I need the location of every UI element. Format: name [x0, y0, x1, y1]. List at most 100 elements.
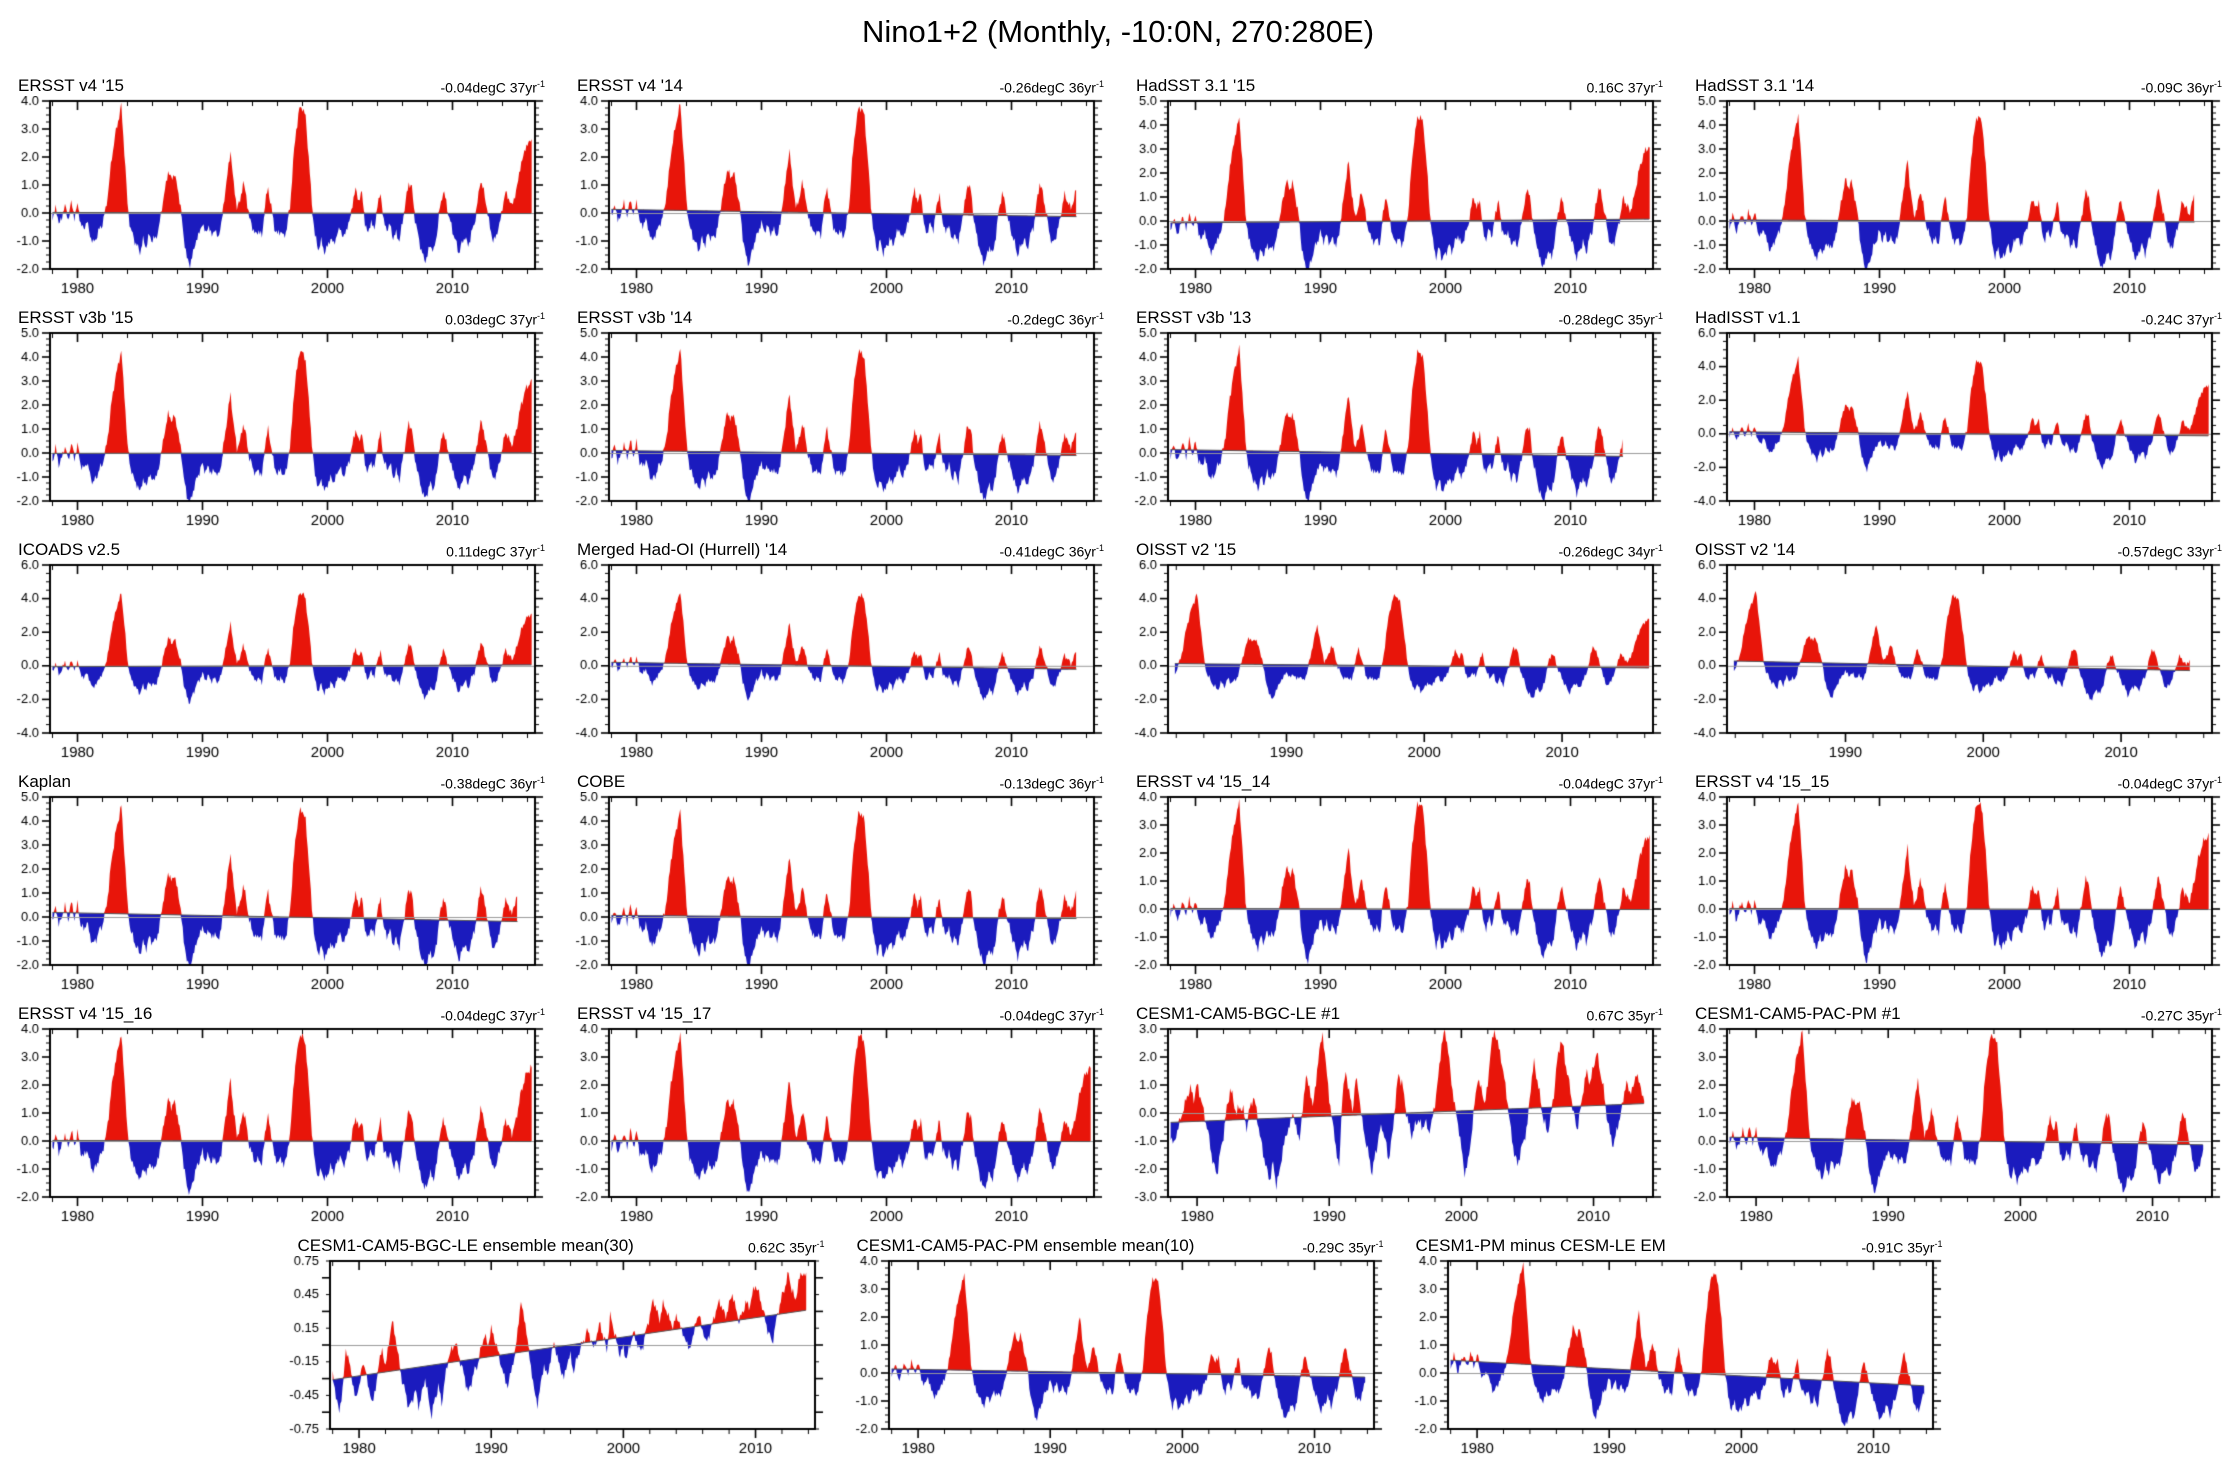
chart-plot	[1118, 1024, 1677, 1230]
chart-header: OISST v2 '15 -0.26degC 34yr-1	[1118, 534, 1677, 560]
trend-exponent: -1	[1095, 543, 1104, 554]
chart-trend-label: -0.26degC 36yr-1	[999, 79, 1104, 96]
chart-header: ERSST v4 '14 -0.26degC 36yr-1	[559, 70, 1118, 96]
chart-title: CESM1-CAM5-PAC-PM ensemble mean(10)	[856, 1236, 1195, 1255]
chart-panel: Kaplan -0.38degC 36yr-1	[0, 766, 559, 998]
chart-panel: OISST v2 '14 -0.57degC 33yr-1	[1677, 534, 2236, 766]
trend-exponent: -1	[1095, 311, 1104, 322]
trend-exponent: -1	[1654, 79, 1663, 90]
chart-plot	[1677, 792, 2236, 998]
chart-trend-label: -0.29C 35yr-1	[1302, 1239, 1384, 1256]
chart-panel: ERSST v4 '15_15 -0.04degC 37yr-1	[1677, 766, 2236, 998]
chart-panel: HadSST 3.1 '15 0.16C 37yr-1	[1118, 70, 1677, 302]
chart-title: CESM1-CAM5-BGC-LE ensemble mean(30)	[297, 1236, 634, 1255]
chart-title: CESM1-CAM5-BGC-LE #1	[1136, 1004, 1341, 1023]
chart-header: ERSST v3b '14 -0.2degC 36yr-1	[559, 302, 1118, 328]
chart-panel: ERSST v3b '14 -0.2degC 36yr-1	[559, 302, 1118, 534]
trend-exponent: -1	[2213, 543, 2222, 554]
chart-trend-label: -0.04degC 37yr-1	[1558, 775, 1663, 792]
chart-plot	[279, 1256, 839, 1462]
chart-header: ERSST v4 '15_15 -0.04degC 37yr-1	[1677, 766, 2236, 792]
chart-title: HadISST v1.1	[1695, 308, 1801, 327]
chart-plot	[1118, 328, 1677, 534]
trend-exponent: -1	[1654, 311, 1663, 322]
chart-bottom-row: CESM1-CAM5-BGC-LE ensemble mean(30) 0.62…	[0, 1230, 2236, 1462]
chart-title: ERSST v3b '13	[1136, 308, 1252, 327]
chart-header: Merged Had-OI (Hurrell) '14 -0.41degC 36…	[559, 534, 1118, 560]
chart-panel: CESM1-CAM5-BGC-LE #1 0.67C 35yr-1	[1118, 998, 1677, 1230]
chart-header: ICOADS v2.5 0.11degC 37yr-1	[0, 534, 559, 560]
chart-header: CESM1-CAM5-BGC-LE ensemble mean(30) 0.62…	[280, 1230, 839, 1256]
chart-plot	[559, 1024, 1118, 1230]
trend-exponent: -1	[536, 311, 545, 322]
chart-panel: HadISST v1.1 -0.24C 37yr-1	[1677, 302, 2236, 534]
chart-panel: HadSST 3.1 '14 -0.09C 36yr-1	[1677, 70, 2236, 302]
chart-trend-label: -0.57degC 33yr-1	[2117, 543, 2222, 560]
chart-plot	[1118, 96, 1677, 302]
chart-title: CESM1-CAM5-PAC-PM #1	[1695, 1004, 1901, 1023]
chart-plot	[1118, 560, 1677, 766]
chart-panel: CESM1-CAM5-PAC-PM #1 -0.27C 35yr-1	[1677, 998, 2236, 1230]
chart-trend-label: -0.04degC 37yr-1	[2117, 775, 2222, 792]
chart-header: CESM1-CAM5-BGC-LE #1 0.67C 35yr-1	[1118, 998, 1677, 1024]
chart-title: HadSST 3.1 '14	[1695, 76, 1815, 95]
chart-panel: ERSST v4 '15_14 -0.04degC 37yr-1	[1118, 766, 1677, 998]
chart-header: HadSST 3.1 '15 0.16C 37yr-1	[1118, 70, 1677, 96]
chart-header: CESM1-CAM5-PAC-PM ensemble mean(10) -0.2…	[839, 1230, 1398, 1256]
chart-plot	[1677, 1024, 2236, 1230]
trend-exponent: -1	[2213, 311, 2222, 322]
chart-trend-label: -0.91C 35yr-1	[1861, 1239, 1943, 1256]
chart-trend-label: -0.28degC 35yr-1	[1558, 311, 1663, 328]
chart-header: CESM1-CAM5-PAC-PM #1 -0.27C 35yr-1	[1677, 998, 2236, 1024]
figure-title: Nino1+2 (Monthly, -10:0N, 270:280E)	[861, 14, 1375, 49]
chart-header: Kaplan -0.38degC 36yr-1	[0, 766, 559, 792]
chart-header: CESM1-PM minus CESM-LE EM -0.91C 35yr-1	[1398, 1230, 1957, 1256]
chart-panel: CESM1-PM minus CESM-LE EM -0.91C 35yr-1	[1397, 1230, 1957, 1462]
chart-trend-label: 0.62C 35yr-1	[748, 1239, 825, 1256]
chart-plot	[1118, 792, 1677, 998]
chart-panel: Merged Had-OI (Hurrell) '14 -0.41degC 36…	[559, 534, 1118, 766]
chart-title: CESM1-PM minus CESM-LE EM	[1415, 1236, 1666, 1255]
chart-plot	[559, 560, 1118, 766]
chart-title: ERSST v4 '15_15	[1695, 772, 1830, 791]
chart-title: COBE	[577, 772, 626, 791]
chart-trend-label: -0.26degC 34yr-1	[1558, 543, 1663, 560]
trend-exponent: -1	[1654, 543, 1663, 554]
chart-plot	[1677, 328, 2236, 534]
chart-trend-label: -0.38degC 36yr-1	[440, 775, 545, 792]
chart-header: ERSST v3b '15 0.03degC 37yr-1	[0, 302, 559, 328]
chart-header: COBE -0.13degC 36yr-1	[559, 766, 1118, 792]
chart-header: ERSST v3b '13 -0.28degC 35yr-1	[1118, 302, 1677, 328]
chart-plot	[559, 792, 1118, 998]
chart-header: ERSST v4 '15_17 -0.04degC 37yr-1	[559, 998, 1118, 1024]
chart-plot	[559, 328, 1118, 534]
trend-exponent: -1	[536, 79, 545, 90]
chart-trend-label: -0.41degC 36yr-1	[999, 543, 1104, 560]
trend-exponent: -1	[2213, 1007, 2222, 1018]
chart-panel: ERSST v4 '15 -0.04degC 37yr-1	[0, 70, 559, 302]
chart-plot	[0, 96, 559, 302]
chart-title: ERSST v4 '15_17	[577, 1004, 712, 1023]
chart-title: ERSST v4 '15	[18, 76, 124, 95]
chart-panel: COBE -0.13degC 36yr-1	[559, 766, 1118, 998]
chart-title: OISST v2 '15	[1136, 540, 1237, 559]
trend-exponent: -1	[1095, 1007, 1104, 1018]
trend-exponent: -1	[2213, 775, 2222, 786]
chart-panel: ICOADS v2.5 0.11degC 37yr-1	[0, 534, 559, 766]
chart-trend-label: 0.11degC 37yr-1	[446, 543, 545, 560]
chart-trend-label: -0.2degC 36yr-1	[1007, 311, 1104, 328]
chart-trend-label: -0.27C 35yr-1	[2140, 1007, 2222, 1024]
trend-exponent: -1	[536, 543, 545, 554]
chart-plot	[0, 1024, 559, 1230]
chart-panel: CESM1-CAM5-PAC-PM ensemble mean(10) -0.2…	[838, 1230, 1398, 1462]
chart-title: ERSST v4 '15_14	[1136, 772, 1271, 791]
chart-plot	[1397, 1256, 1957, 1462]
chart-trend-label: -0.04degC 37yr-1	[440, 79, 545, 96]
chart-header: OISST v2 '14 -0.57degC 33yr-1	[1677, 534, 2236, 560]
trend-exponent: -1	[1654, 775, 1663, 786]
trend-exponent: -1	[1095, 775, 1104, 786]
chart-trend-label: 0.03degC 37yr-1	[445, 311, 545, 328]
chart-trend-label: -0.24C 37yr-1	[2140, 311, 2222, 328]
trend-exponent: -1	[816, 1239, 825, 1250]
chart-trend-label: -0.04degC 37yr-1	[440, 1007, 545, 1024]
